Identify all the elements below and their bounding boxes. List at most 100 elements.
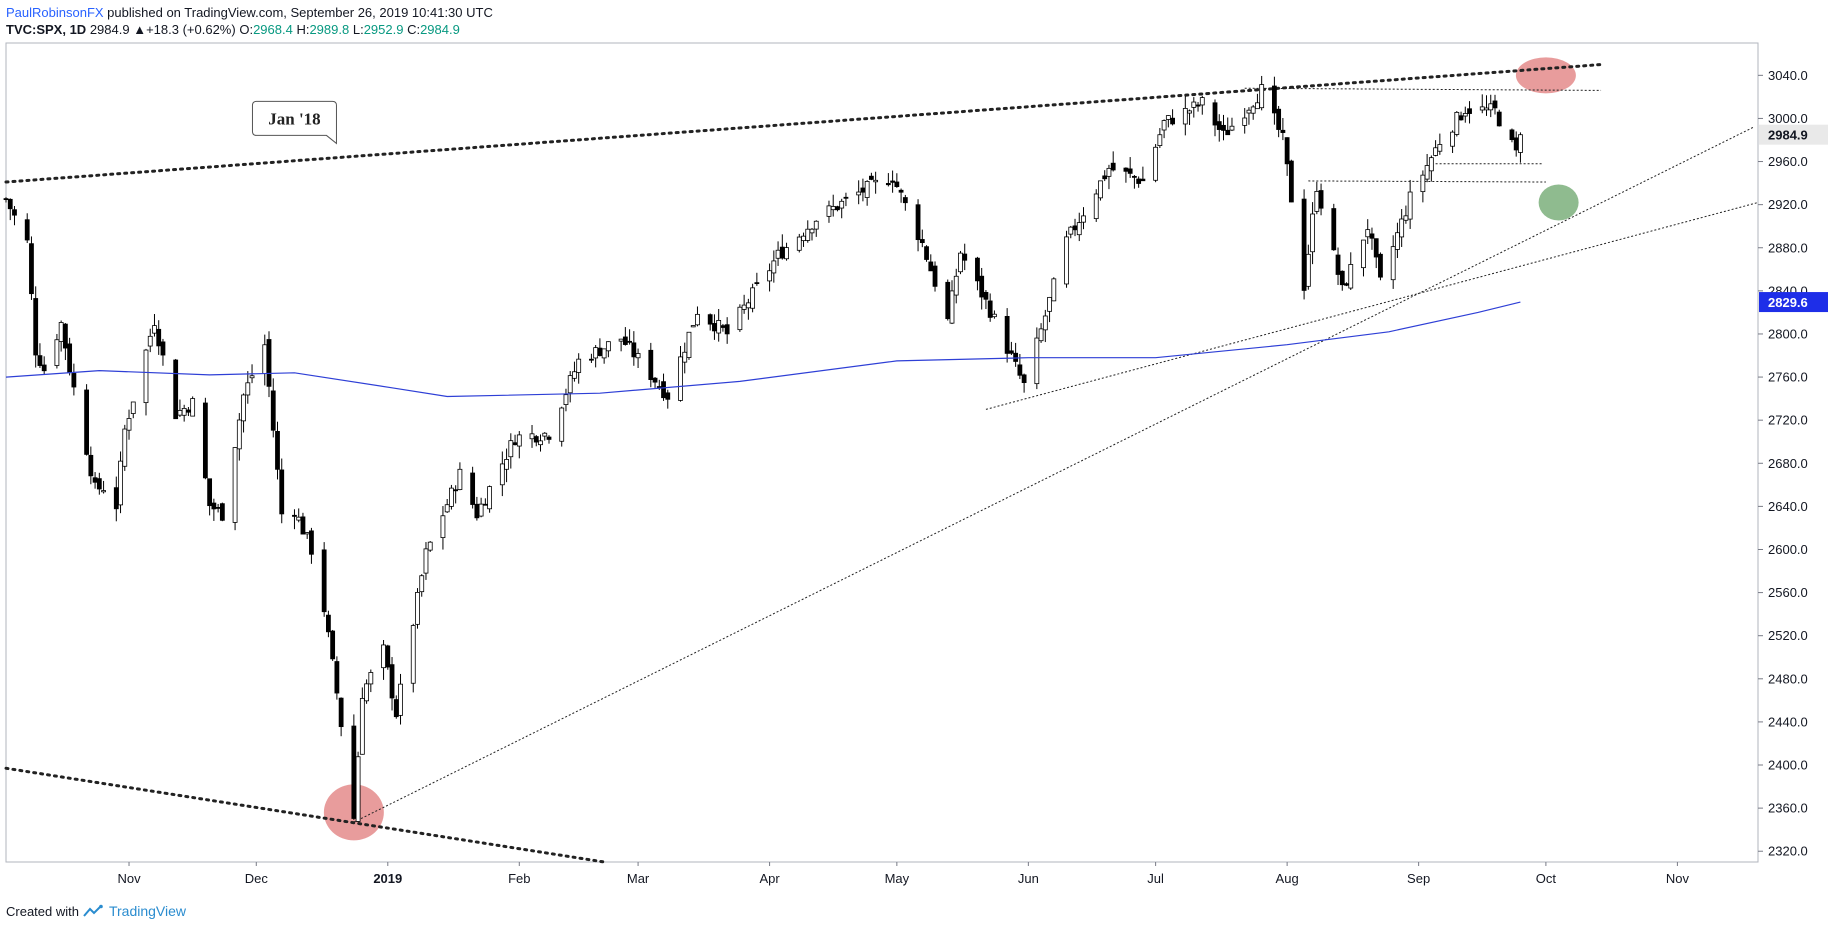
candle-body xyxy=(266,339,272,387)
author-link[interactable]: PaulRobinsonFX xyxy=(6,5,104,20)
candle-body xyxy=(1110,162,1116,171)
candle-body xyxy=(1042,315,1048,331)
candle-body xyxy=(1399,218,1405,238)
publish-details: published on TradingView.com, September … xyxy=(103,5,493,20)
candle-body xyxy=(915,204,921,241)
candle-body xyxy=(1301,198,1307,291)
candle-body xyxy=(856,191,862,196)
candle-body xyxy=(1492,100,1498,109)
candle-body xyxy=(919,239,925,244)
created-with-label: Created with xyxy=(6,903,79,919)
candle-body xyxy=(398,683,403,716)
x-tick-label: Oct xyxy=(1536,871,1557,886)
candle-body xyxy=(1216,121,1222,130)
candle-body xyxy=(809,228,815,234)
candle-body xyxy=(351,725,357,819)
red-highlight-ellipse xyxy=(1515,57,1576,94)
candle-body xyxy=(529,433,535,440)
candle-body xyxy=(457,468,463,490)
candle-body xyxy=(622,336,628,345)
candle-body xyxy=(33,298,39,356)
candle-body xyxy=(1284,137,1290,165)
candle-body xyxy=(1259,84,1265,109)
y-tick-label: 2800.0 xyxy=(1768,326,1808,341)
candle-body xyxy=(410,625,416,684)
candle-body xyxy=(415,592,420,625)
candle-body xyxy=(745,302,751,309)
candle-body xyxy=(321,549,327,613)
x-tick-label: 2019 xyxy=(373,871,402,886)
candle-body xyxy=(1225,129,1231,136)
candle-body xyxy=(160,341,166,356)
candle-body xyxy=(29,243,34,295)
candle-body xyxy=(695,313,700,326)
candle-body xyxy=(932,265,938,287)
candle-body xyxy=(538,440,543,446)
callout-box[interactable] xyxy=(251,100,337,145)
candle-body xyxy=(389,664,395,699)
candle-body xyxy=(249,375,255,379)
candle-body xyxy=(1509,129,1515,141)
callout-text: Jan '18 xyxy=(268,109,320,128)
candle-body xyxy=(1157,134,1163,146)
candle-body xyxy=(427,541,433,551)
candle-body xyxy=(202,402,208,479)
candle-body xyxy=(1271,85,1277,114)
candle-body xyxy=(953,275,959,296)
y-tick-label: 2640.0 xyxy=(1768,499,1808,514)
candle-body xyxy=(385,645,391,668)
candle-body xyxy=(359,698,365,755)
candle-body xyxy=(71,373,77,388)
candle-body xyxy=(1098,180,1103,199)
symbol-label: TVC:SPX, 1D xyxy=(6,22,87,37)
publish-info: PaulRobinsonFX published on TradingView.… xyxy=(6,4,493,21)
candle-body xyxy=(62,323,68,349)
candle-body xyxy=(720,325,726,328)
candle-body xyxy=(1335,254,1341,275)
low-value: 2952.9 xyxy=(363,22,404,37)
candle-body xyxy=(576,358,582,373)
candle-body xyxy=(96,478,102,490)
candle-body xyxy=(1076,222,1082,236)
candle-body xyxy=(215,507,221,509)
candle-body xyxy=(771,260,777,274)
candle-body xyxy=(873,179,879,183)
candle-body xyxy=(482,503,488,506)
tradingview-link[interactable]: TradingView xyxy=(108,903,187,919)
candle-body xyxy=(648,349,654,380)
candle-body xyxy=(1038,328,1044,342)
last-price: 2984.9 xyxy=(89,22,130,37)
candle-body xyxy=(1344,283,1349,286)
candle-body xyxy=(1127,168,1133,174)
candle-body xyxy=(364,683,369,702)
candle-body xyxy=(156,328,162,347)
candle-body xyxy=(1068,226,1074,235)
candle-body xyxy=(88,454,94,477)
candle-body xyxy=(1212,102,1218,126)
candle-body xyxy=(275,431,280,470)
candle-body xyxy=(3,198,9,201)
candle-body xyxy=(665,392,671,400)
candle-body xyxy=(147,335,153,347)
candle-body xyxy=(326,614,331,633)
candle-body xyxy=(864,181,870,198)
candle-body xyxy=(1255,102,1260,110)
candle-body xyxy=(1288,160,1294,203)
candle-body xyxy=(928,261,934,272)
candle-body xyxy=(453,489,459,492)
candle-body xyxy=(605,341,611,352)
candle-body xyxy=(1051,278,1057,302)
time-axis[interactable]: Nov Dec 2019 Feb Mar Apr May Jun Jul Aug Sep Oct Nov xyxy=(117,862,1689,886)
candle-body xyxy=(300,516,306,535)
candle-body xyxy=(813,220,819,230)
candle-body xyxy=(652,377,658,383)
price-axis[interactable]: 2320.0 2360.0 2400.0 2440.0 2480.0 2520.0 2560… xyxy=(1758,68,1808,859)
candle-body xyxy=(1484,107,1489,111)
open-value: 2968.4 xyxy=(253,22,293,37)
y-tick-label: 2400.0 xyxy=(1768,758,1808,773)
candle-body xyxy=(830,206,836,211)
candle-body xyxy=(423,548,429,574)
candle-body xyxy=(559,407,565,442)
candle-body xyxy=(118,460,123,506)
